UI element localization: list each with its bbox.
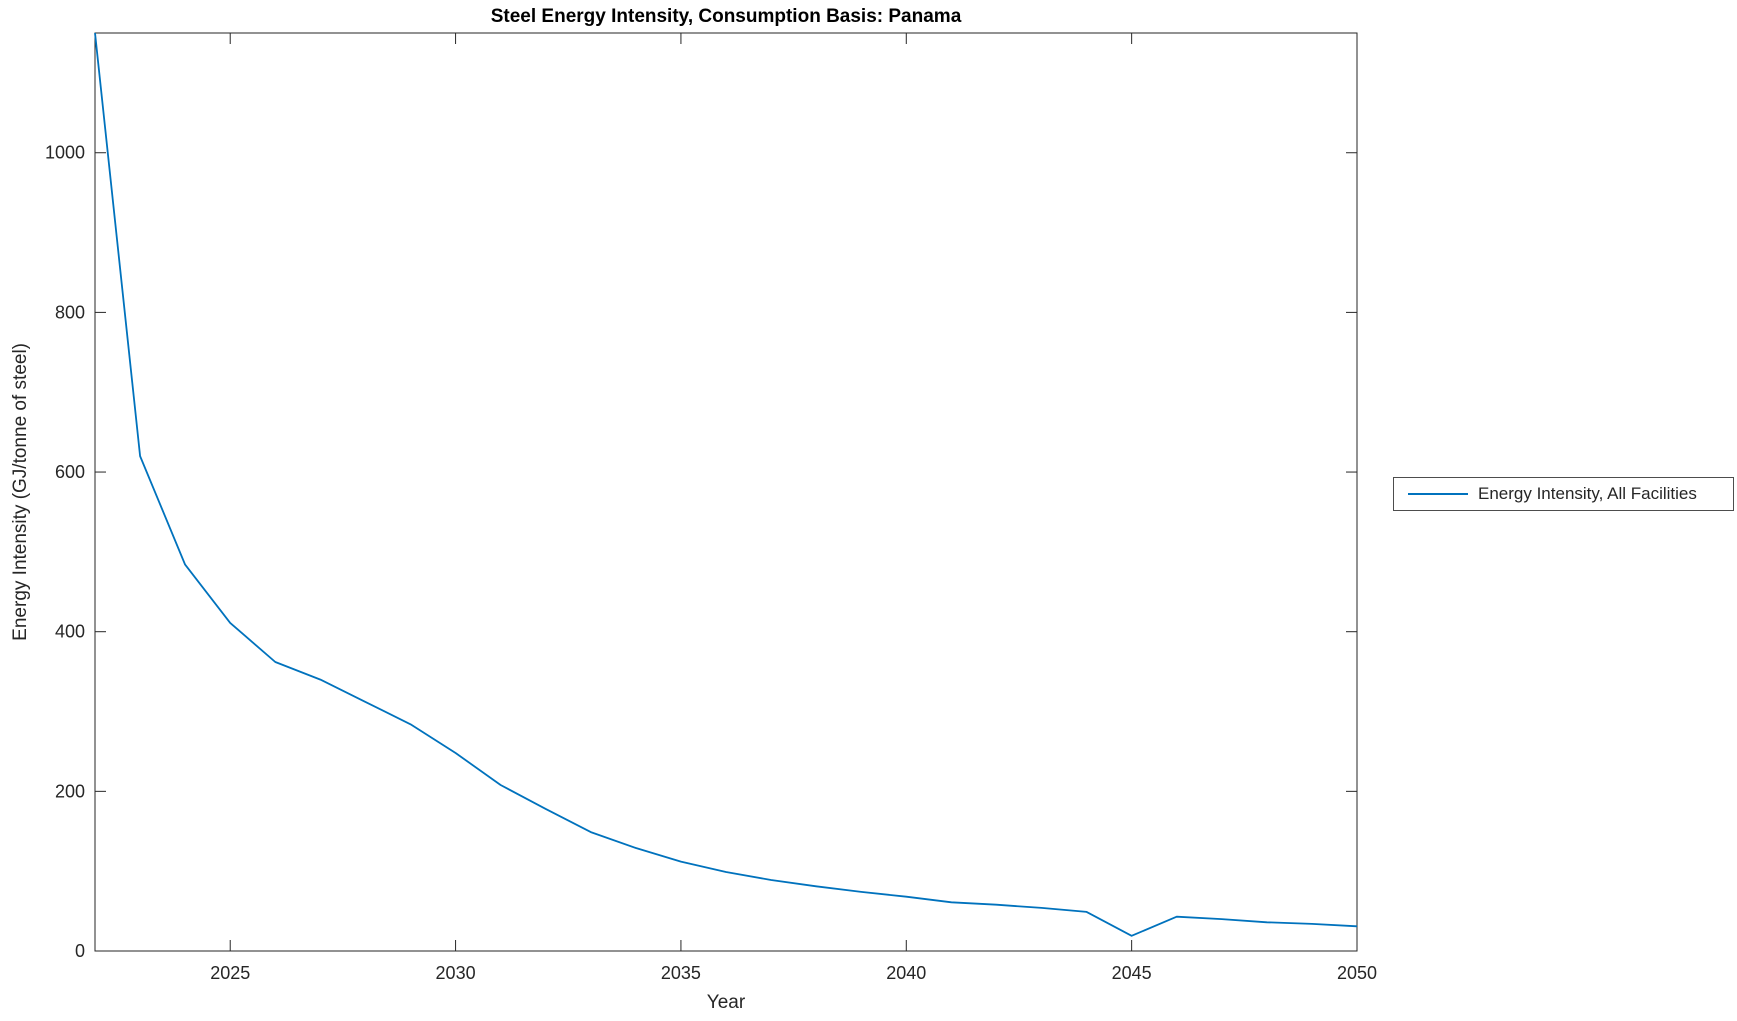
chart-title: Steel Energy Intensity, Consumption Basi… bbox=[490, 6, 962, 27]
x-tick-label: 2040 bbox=[886, 963, 926, 983]
x-tick-label: 2050 bbox=[1337, 963, 1377, 983]
y-axis-label: Energy Intensity (GJ/tonne of steel) bbox=[10, 343, 31, 641]
axes-box bbox=[94, 32, 1358, 952]
x-tick-label: 2045 bbox=[1112, 963, 1152, 983]
legend-label: Energy Intensity, All Facilities bbox=[1478, 484, 1697, 503]
legend-line-sample bbox=[1408, 493, 1468, 495]
y-tick-label: 800 bbox=[55, 302, 85, 322]
y-tick-label: 600 bbox=[55, 462, 85, 482]
x-tick-label: 2030 bbox=[436, 963, 476, 983]
y-axis-label-wrap: Energy Intensity (GJ/tonne of steel) bbox=[0, 33, 42, 951]
x-tick-label: 2035 bbox=[661, 963, 701, 983]
x-axis-label: Year bbox=[706, 992, 746, 1013]
y-tick-label: 1000 bbox=[45, 143, 85, 163]
y-tick-label: 400 bbox=[55, 622, 85, 642]
y-tick-label: 0 bbox=[75, 941, 85, 961]
legend: Energy Intensity, All Facilities bbox=[1393, 477, 1734, 511]
x-tick-label: 2025 bbox=[210, 963, 250, 983]
data-line bbox=[94, 32, 1358, 937]
y-tick-label: 200 bbox=[55, 781, 85, 801]
